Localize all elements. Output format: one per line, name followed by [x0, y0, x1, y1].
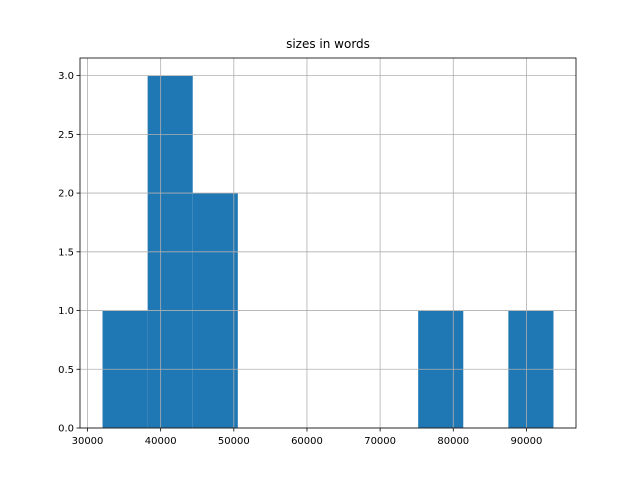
x-tick-label: 40000	[145, 436, 177, 447]
chart-title: sizes in words	[286, 37, 370, 51]
x-tick-label: 70000	[364, 436, 396, 447]
x-tick-label: 90000	[511, 436, 543, 447]
y-tick-label: 0.5	[58, 365, 74, 376]
x-tick-label: 80000	[437, 436, 469, 447]
y-tick-label: 2.0	[58, 189, 74, 200]
y-tick-label: 1.5	[58, 247, 74, 258]
x-tick-label: 30000	[72, 436, 104, 447]
x-tick-label: 60000	[291, 436, 323, 447]
y-tick-label: 1.0	[58, 306, 74, 317]
y-tick-label: 0.0	[58, 424, 74, 435]
x-tick-label: 50000	[218, 436, 250, 447]
axes-frame	[79, 57, 577, 429]
y-tick-label: 2.5	[58, 130, 74, 141]
y-tick-label: 3.0	[58, 71, 74, 82]
